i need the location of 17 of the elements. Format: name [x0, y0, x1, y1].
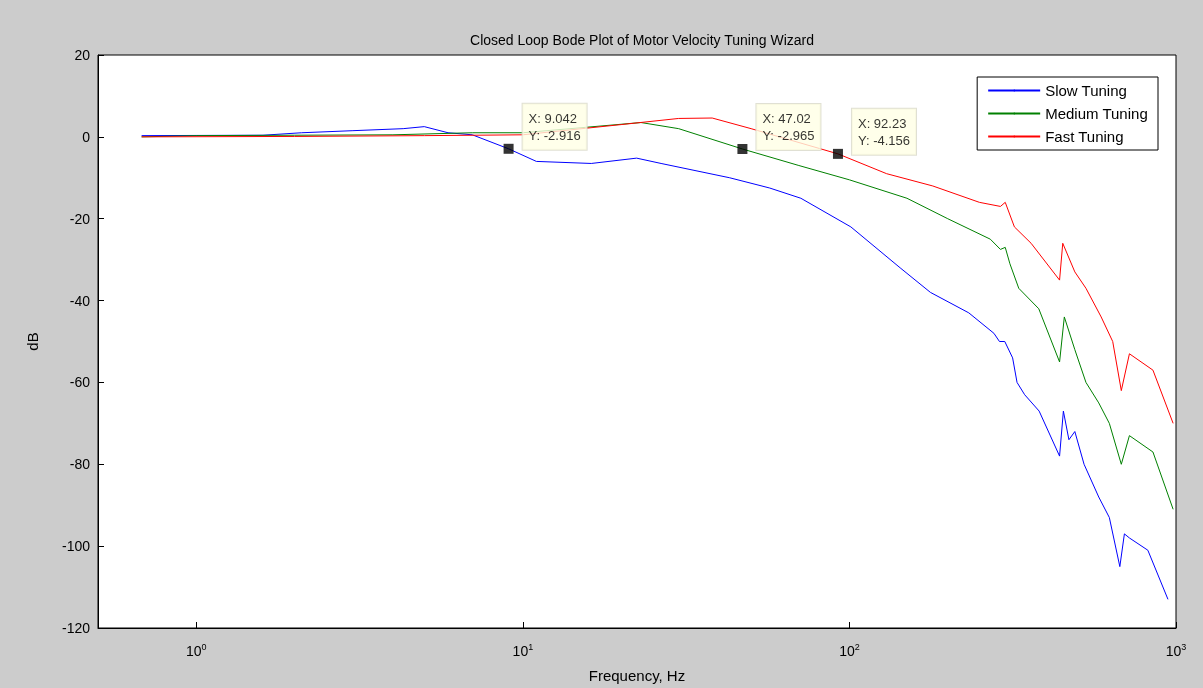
annotation: X: 9.042 Y: -2.916: [528, 110, 581, 143]
y-tick-label: -60: [69, 374, 91, 391]
y-tick-label: 20: [74, 47, 91, 63]
annotation: X: 47.02 Y: -2.965: [762, 110, 815, 143]
y-tick-label: -40: [69, 292, 91, 309]
chart-title: Closed Loop Bode Plot of Motor Velocity Tuning Wizard: [470, 32, 814, 48]
y-tick-label: -120: [61, 620, 91, 636]
x-axis-title: Frequency, Hz: [588, 667, 686, 684]
legend-label: Fast Tuning: [1045, 128, 1124, 145]
y-tick-label: -80: [69, 456, 91, 473]
y-tick-label: -20: [69, 210, 91, 227]
y-axis-title: dB: [24, 332, 41, 351]
annotation: X: 92.23 Y: -4.156: [857, 115, 911, 148]
legend-label: Medium Tuning: [1045, 105, 1148, 122]
y-tick-label: 0: [82, 128, 91, 145]
y-tick-label: -100: [61, 538, 91, 555]
legend-label: Slow Tuning: [1045, 82, 1127, 99]
